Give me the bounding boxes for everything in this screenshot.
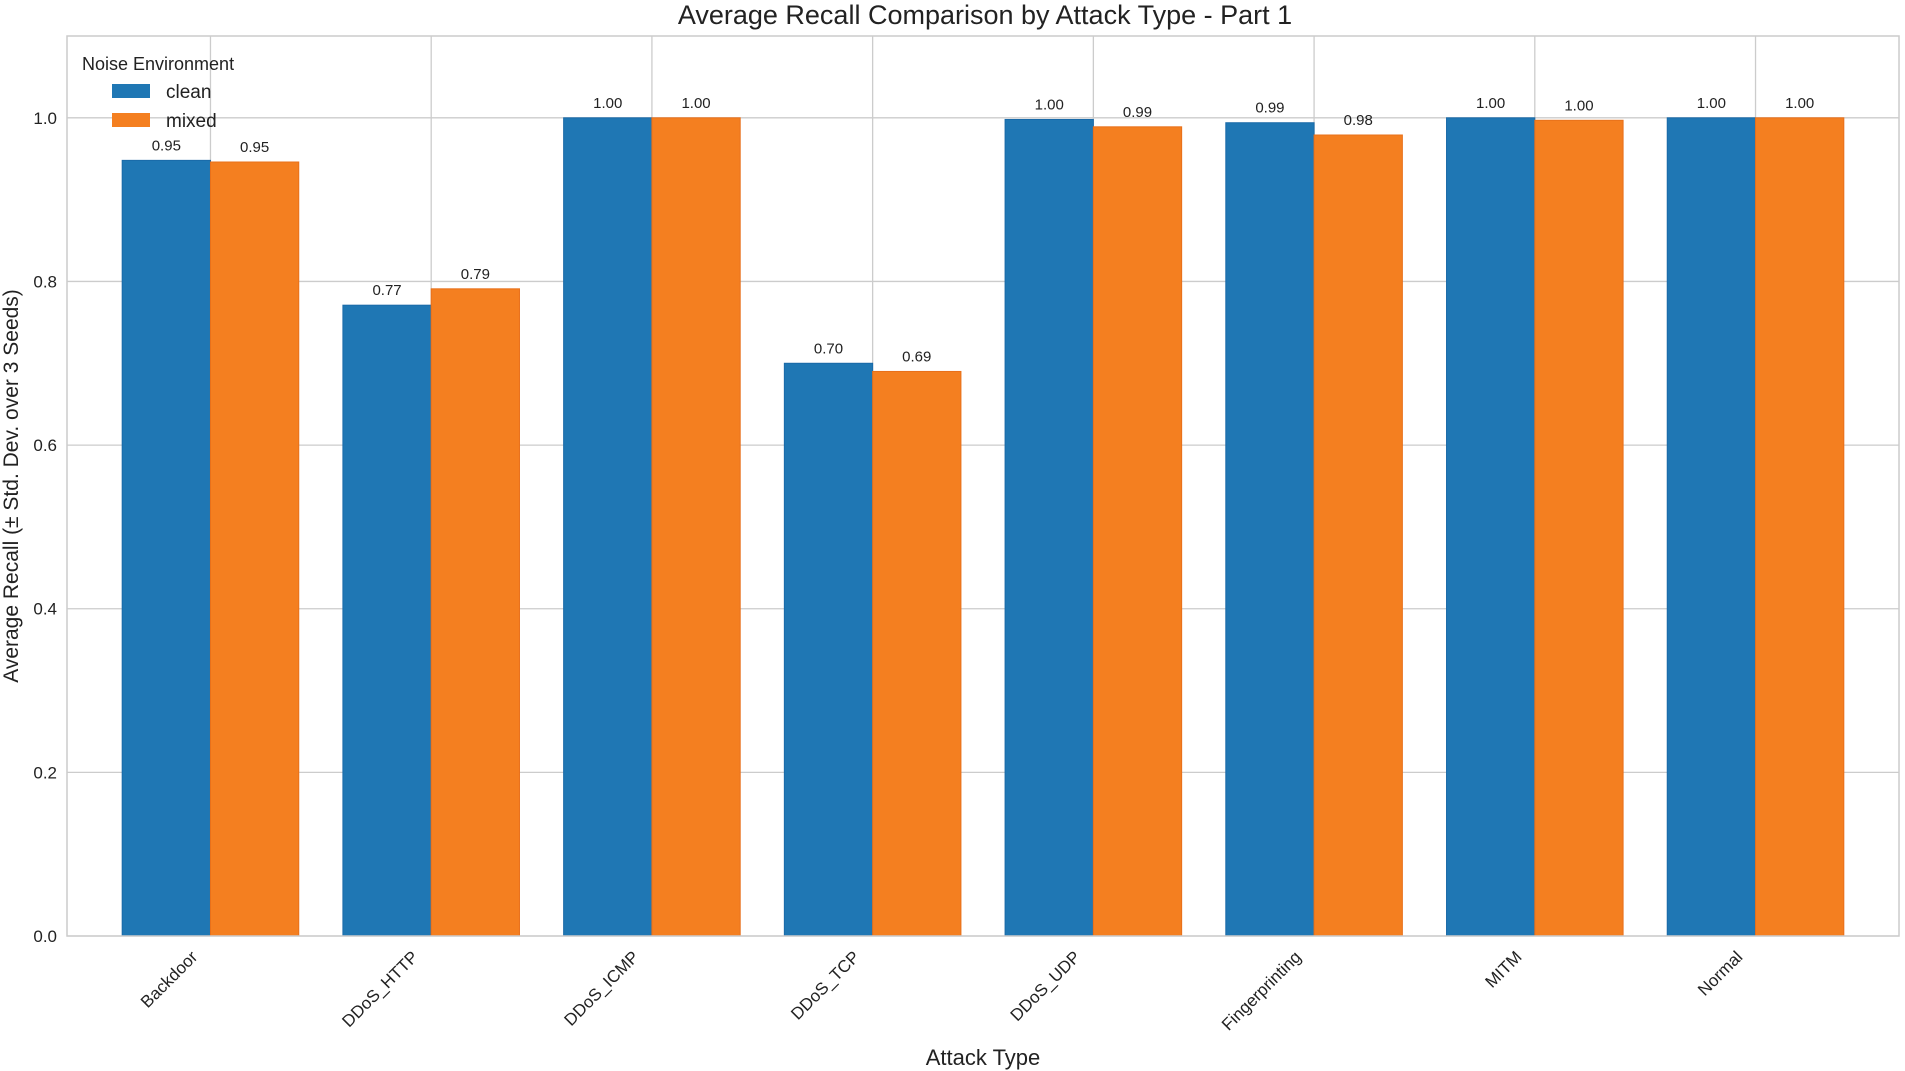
- y-tick-label: 0.4: [33, 600, 57, 619]
- bar-clean: [563, 117, 653, 937]
- legend-swatch-clean: [112, 84, 150, 98]
- data-label-mixed: 1.00: [1785, 95, 1814, 112]
- data-label-clean: 0.77: [372, 282, 401, 299]
- data-label-mixed: 0.79: [461, 266, 490, 283]
- x-tick-label: Fingerprinting: [1218, 947, 1305, 1034]
- legend-swatch-mixed: [112, 113, 150, 127]
- data-label-clean: 0.99: [1255, 100, 1284, 117]
- data-label-mixed: 1.00: [681, 95, 710, 112]
- y-tick-label: 0.0: [33, 927, 57, 946]
- bar-mixed: [1755, 117, 1845, 937]
- legend-title: Noise Environment: [82, 54, 234, 74]
- plot-frame: [66, 35, 1900, 937]
- legend-label-mixed: mixed: [166, 111, 217, 132]
- bar-clean: [121, 159, 211, 937]
- x-axis-label: Attack Type: [926, 1045, 1041, 1070]
- data-label-clean: 0.95: [152, 137, 181, 154]
- y-tick-label: 1.0: [33, 109, 57, 128]
- data-label-clean: 0.70: [814, 340, 843, 357]
- data-label-clean: 1.00: [593, 95, 622, 112]
- x-tick-label: Backdoor: [137, 947, 201, 1011]
- x-tick-label: DDoS_HTTP: [338, 947, 422, 1031]
- bar-mixed: [1534, 119, 1624, 937]
- x-tick-label: DDoS_TCP: [787, 947, 863, 1023]
- x-tick-label: DDoS_UDP: [1007, 947, 1085, 1025]
- bar-mixed: [872, 370, 962, 937]
- data-label-clean: 1.00: [1697, 95, 1726, 112]
- bar-mixed: [430, 288, 520, 937]
- bar-clean: [1004, 118, 1094, 937]
- bar-mixed: [1313, 134, 1403, 937]
- data-label-clean: 1.00: [1476, 95, 1505, 112]
- x-tick-label: MITM: [1481, 947, 1525, 991]
- bars: 0.95 0.95 0.77 0.79 1.00 1.00 0.70 0.69 1.00 0.99…: [121, 95, 1845, 937]
- data-label-mixed: 0.99: [1123, 104, 1152, 121]
- y-axis-label: Average Recall (± Std. Dev. over 3 Seeds…: [0, 289, 23, 683]
- y-tick-label: 0.8: [33, 272, 57, 291]
- grid: [67, 36, 1899, 937]
- y-tick-label: 0.6: [33, 436, 57, 455]
- bar-clean: [783, 362, 874, 937]
- bar-clean: [1225, 122, 1315, 937]
- data-label-clean: 1.00: [1035, 96, 1064, 113]
- legend-label-clean: clean: [166, 82, 211, 103]
- bar-mixed: [651, 117, 741, 937]
- chart-title: Average Recall Comparison by Attack Type…: [678, 0, 1292, 30]
- data-label-mixed: 0.95: [240, 139, 269, 156]
- data-label-mixed: 0.69: [902, 348, 931, 365]
- bar-mixed: [209, 161, 300, 937]
- data-label-mixed: 0.98: [1344, 112, 1373, 129]
- bar-mixed: [1092, 126, 1183, 937]
- x-tick-label: Normal: [1694, 947, 1746, 999]
- x-tick-label: DDoS_ICMP: [560, 947, 642, 1029]
- bar-clean: [1446, 117, 1536, 937]
- y-tick-label: 0.2: [33, 763, 57, 782]
- bar-clean: [342, 304, 432, 937]
- bar-clean: [1666, 117, 1757, 937]
- data-label-mixed: 1.00: [1564, 97, 1593, 114]
- legend: Noise Environment clean mixed: [82, 54, 234, 132]
